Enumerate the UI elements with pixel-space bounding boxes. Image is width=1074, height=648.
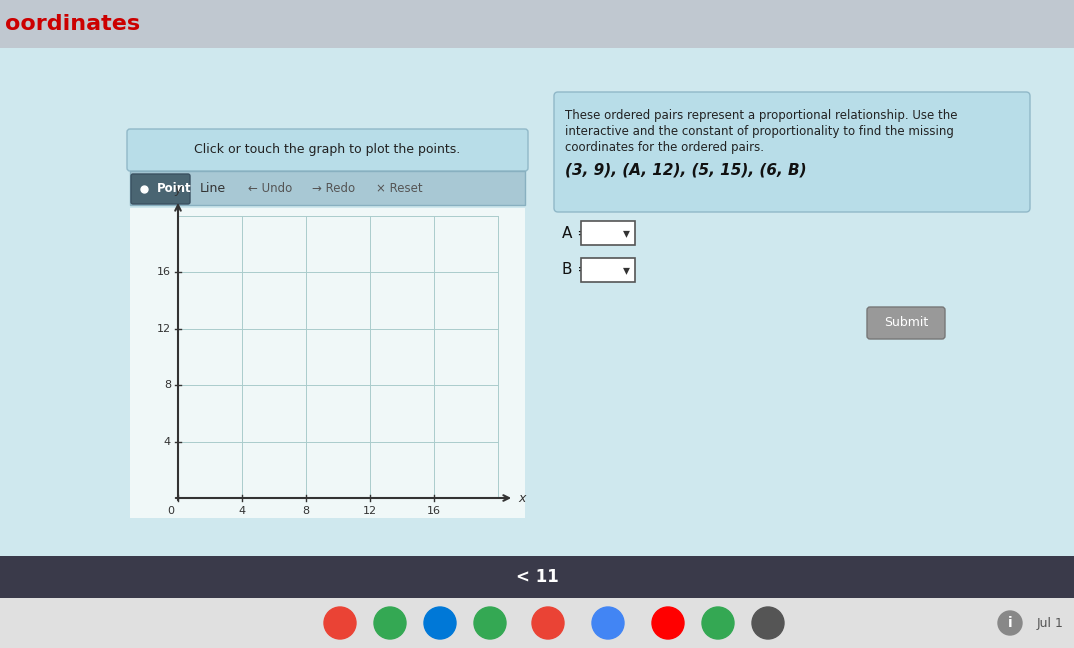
FancyBboxPatch shape [130, 208, 525, 518]
Text: A =: A = [562, 226, 590, 240]
FancyBboxPatch shape [581, 221, 635, 245]
Text: B =: B = [562, 262, 590, 277]
Text: These ordered pairs represent a proportional relationship. Use the: These ordered pairs represent a proporti… [565, 110, 958, 122]
Text: × Reset: × Reset [376, 183, 423, 196]
FancyBboxPatch shape [0, 598, 1074, 648]
Text: (3, 9), (A, 12), (5, 15), (6, B): (3, 9), (A, 12), (5, 15), (6, B) [565, 163, 807, 178]
Circle shape [998, 611, 1022, 635]
Circle shape [532, 607, 564, 639]
Text: ▾: ▾ [623, 263, 629, 277]
Text: interactive and the constant of proportionality to find the missing: interactive and the constant of proporti… [565, 126, 954, 139]
Circle shape [592, 607, 624, 639]
Text: i: i [1007, 616, 1013, 630]
FancyBboxPatch shape [131, 174, 190, 204]
Circle shape [424, 607, 456, 639]
Text: Click or touch the graph to plot the points.: Click or touch the graph to plot the poi… [194, 143, 460, 157]
Text: 8: 8 [303, 506, 309, 516]
Text: Line: Line [200, 183, 227, 196]
Text: x: x [518, 491, 525, 505]
Text: 12: 12 [363, 506, 377, 516]
Text: 12: 12 [157, 324, 171, 334]
Circle shape [374, 607, 406, 639]
Text: oordinates: oordinates [5, 14, 140, 34]
Text: y: y [174, 183, 182, 196]
Text: 16: 16 [427, 506, 441, 516]
Text: ▾: ▾ [623, 226, 629, 240]
Text: Submit: Submit [884, 316, 928, 329]
FancyBboxPatch shape [581, 258, 635, 282]
FancyBboxPatch shape [127, 129, 528, 171]
Text: Point: Point [157, 183, 191, 196]
Text: Jul 1: Jul 1 [1036, 616, 1063, 629]
FancyBboxPatch shape [0, 556, 1074, 598]
FancyBboxPatch shape [130, 171, 525, 205]
Circle shape [652, 607, 684, 639]
FancyBboxPatch shape [867, 307, 945, 339]
Circle shape [324, 607, 355, 639]
Text: 4: 4 [164, 437, 171, 446]
Text: < 11: < 11 [516, 568, 558, 586]
Text: coordinates for the ordered pairs.: coordinates for the ordered pairs. [565, 141, 764, 154]
Circle shape [702, 607, 734, 639]
FancyBboxPatch shape [0, 0, 1074, 48]
Text: → Redo: → Redo [313, 183, 355, 196]
Circle shape [752, 607, 784, 639]
Text: ← Undo: ← Undo [248, 183, 292, 196]
Text: 16: 16 [157, 268, 171, 277]
Text: 4: 4 [238, 506, 246, 516]
FancyBboxPatch shape [0, 48, 1074, 598]
Circle shape [474, 607, 506, 639]
FancyBboxPatch shape [554, 92, 1030, 212]
Text: 0: 0 [168, 506, 174, 516]
Text: 8: 8 [164, 380, 171, 390]
